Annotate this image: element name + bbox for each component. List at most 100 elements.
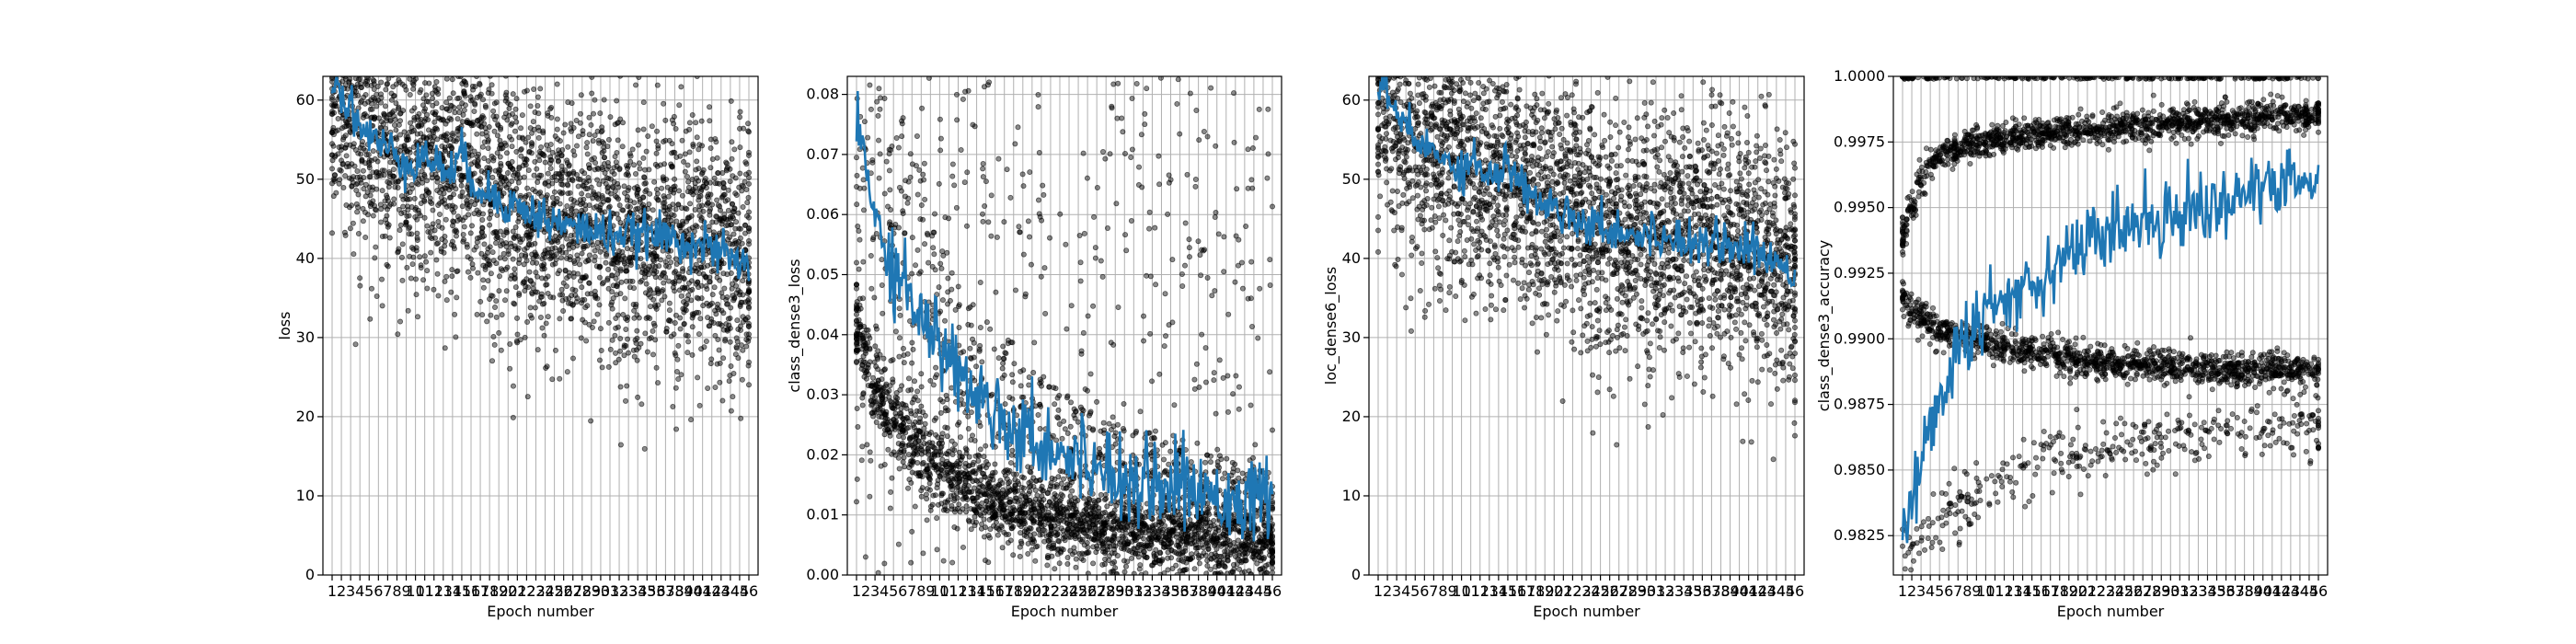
- scatter-point: [492, 167, 499, 174]
- scatter-point: [905, 195, 912, 201]
- scatter-point: [351, 251, 357, 258]
- scatter-point: [731, 205, 738, 212]
- scatter-point: [1027, 524, 1033, 531]
- scatter-point: [715, 301, 721, 307]
- scatter-point: [363, 60, 368, 64]
- scatter-point: [970, 498, 976, 504]
- scatter-point: [390, 173, 397, 179]
- scatter-point: [432, 0, 437, 5]
- scatter-point: [661, 193, 667, 200]
- scatter-point: [707, 145, 714, 152]
- scatter-point: [488, 293, 494, 299]
- scatter-point: [507, 133, 513, 140]
- scatter-point: [867, 335, 873, 341]
- scatter-point: [524, 394, 531, 400]
- scatter-point: [641, 445, 648, 452]
- scatter-point: [920, 216, 926, 223]
- scatter-point: [924, 430, 930, 436]
- scatter-point: [407, 5, 411, 9]
- scatter-point: [544, 192, 550, 199]
- scatter-point: [654, 163, 661, 169]
- scatter-point: [1025, 550, 1031, 557]
- scatter-point: [915, 420, 922, 426]
- scatter-point: [489, 249, 496, 256]
- scatter-point: [867, 493, 873, 500]
- scatter-point: [877, 95, 883, 101]
- scatter-point: [542, 159, 548, 166]
- scatter-point: [896, 184, 903, 190]
- scatter-point: [599, 281, 605, 287]
- scatter-point: [512, 128, 518, 134]
- scatter-point: [501, 256, 508, 262]
- y-tick-label: 0: [305, 566, 315, 583]
- scatter-point: [575, 183, 581, 190]
- scatter-point: [1017, 544, 1023, 550]
- scatter-point: [479, 63, 484, 68]
- scatter-point: [630, 347, 637, 353]
- scatter-point: [746, 324, 753, 330]
- scatter-point: [716, 347, 722, 353]
- scatter-point: [583, 338, 590, 344]
- scatter-point: [993, 289, 999, 295]
- scatter-point: [1048, 533, 1054, 539]
- scatter-point: [972, 453, 979, 459]
- scatter-point: [870, 56, 875, 61]
- scatter-point: [343, 153, 350, 159]
- scatter-point: [377, 56, 382, 61]
- scatter-point: [443, 297, 450, 304]
- scatter-point: [1017, 229, 1023, 236]
- scatter-point: [983, 458, 990, 465]
- scatter-point: [503, 227, 510, 234]
- scatter-point: [636, 160, 642, 167]
- scatter-point: [871, 294, 878, 301]
- scatter-point: [685, 184, 692, 190]
- scatter-point: [881, 560, 888, 567]
- scatter-point: [409, 70, 414, 75]
- y-tick-label: 60: [296, 91, 315, 109]
- scatter-point: [980, 463, 986, 469]
- scatter-point: [1046, 384, 1052, 390]
- scatter-point: [446, 194, 453, 201]
- scatter-point: [331, 109, 338, 116]
- scatter-point: [729, 155, 735, 162]
- scatter-point: [384, 81, 390, 87]
- scatter-point: [902, 464, 908, 470]
- scatter-point: [459, 203, 466, 210]
- scatter-point: [497, 137, 503, 144]
- scatter-point: [1044, 489, 1051, 496]
- scatter-point: [479, 312, 486, 318]
- scatter-point: [746, 174, 753, 180]
- scatter-point: [467, 145, 474, 152]
- scatter-point: [456, 53, 461, 58]
- scatter-point: [489, 153, 495, 159]
- scatter-point: [933, 364, 939, 371]
- scatter-point: [949, 161, 956, 167]
- scatter-point: [944, 499, 950, 505]
- scatter-point: [1010, 523, 1017, 530]
- scatter-point: [696, 178, 702, 184]
- scatter-point: [582, 186, 589, 192]
- scatter-point: [410, 82, 417, 88]
- scatter-point: [560, 280, 567, 286]
- scatter-point: [492, 116, 499, 122]
- scatter-point: [727, 178, 733, 185]
- scatter-point: [512, 270, 518, 277]
- scatter-point: [367, 106, 374, 112]
- scatter-point: [896, 466, 903, 472]
- scatter-point: [474, 311, 480, 317]
- scatter-point: [545, 314, 551, 320]
- scatter-point: [373, 169, 379, 176]
- scatter-point: [968, 409, 974, 416]
- scatter-point: [695, 279, 701, 285]
- scatter-point: [862, 23, 867, 28]
- scatter-point: [371, 116, 377, 122]
- scatter-point: [695, 374, 701, 381]
- scatter-point: [329, 76, 335, 82]
- scatter-point: [573, 143, 580, 149]
- scatter-point: [328, 180, 335, 187]
- scatter-point: [963, 503, 970, 510]
- scatter-point: [1022, 291, 1029, 297]
- scatter-point: [345, 58, 350, 63]
- scatter-point: [737, 323, 743, 329]
- scatter-point: [550, 253, 557, 259]
